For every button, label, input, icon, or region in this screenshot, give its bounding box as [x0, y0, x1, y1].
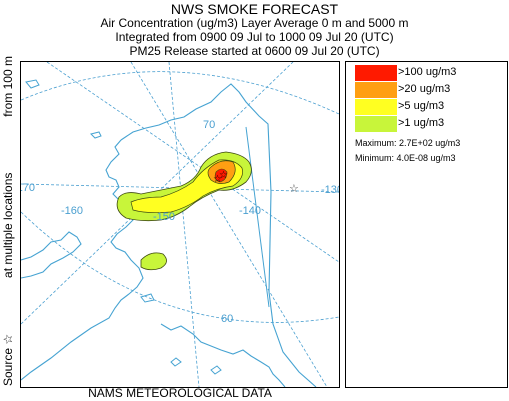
legend-label: >1 ug/m3	[398, 117, 445, 129]
latitude-line-60	[21, 211, 339, 323]
legend-swatch	[355, 99, 397, 115]
coastline-islands	[25, 79, 222, 375]
lon-label-160: -160	[61, 205, 83, 217]
subtitle-integration: Integrated from 0900 09 Jul to 1000 09 J…	[115, 30, 394, 44]
legend-swatch	[355, 65, 397, 81]
map-panel: ☆ ☆ ☆ -170 -160 -150 -140 -130 70 60	[20, 61, 340, 388]
chart-title: NWS SMOKE FORECAST	[170, 1, 339, 17]
lon-label-140: -140	[239, 205, 261, 217]
lon-label-170: -170	[21, 182, 35, 194]
longitude-line-150	[168, 62, 200, 387]
smoke-contour-100	[214, 168, 228, 183]
longitude-line-160	[21, 62, 294, 325]
legend-label: >100 ug/m3	[398, 66, 457, 78]
smoke-contour-1-south	[140, 252, 167, 271]
longitude-line-140	[130, 62, 328, 387]
source-star-icon: ☆	[213, 174, 222, 185]
longitude-line-170	[21, 183, 339, 193]
lon-label-130: -130	[321, 184, 339, 196]
map-canvas: ☆ ☆ ☆ -170 -160 -150 -140 -130 70 60	[21, 62, 339, 387]
source-star-icon-outlier: ☆	[289, 183, 299, 195]
legend-label: >5 ug/m3	[398, 100, 445, 112]
subtitle-concentration: Air Concentration (ug/m3) Layer Average …	[100, 16, 409, 30]
lat-label-60: 60	[221, 313, 233, 325]
side-label-locations: at multiple locations	[1, 172, 15, 278]
side-label-height: from 100 m	[1, 56, 15, 117]
legend-maximum: Maximum: 2.7E+02 ug/m3	[355, 138, 461, 148]
longitude-line-130	[46, 62, 339, 263]
border-alaska-canada	[245, 126, 270, 308]
legend-minimum: Minimum: 4.0E-08 ug/m3	[355, 153, 456, 163]
latitude-line-70	[21, 71, 339, 115]
lon-label-150: -150	[153, 211, 175, 223]
footer-label: NAMS METEOROLOGICAL DATA	[88, 386, 272, 400]
legend: >100 ug/m3 >20 ug/m3 >5 ug/m3 >1 ug/m3 M…	[345, 61, 508, 388]
source-star-icon: ☆	[219, 170, 228, 181]
side-label: Source ☆ at multiple locations from 100 …	[1, 56, 15, 386]
lat-label-70: 70	[203, 119, 215, 131]
side-label-source: Source ☆	[1, 333, 15, 386]
subtitle-release: PM25 Release started at 0600 09 Jul 20 (…	[129, 44, 380, 58]
coastline-siberia	[21, 231, 82, 279]
legend-label: >20 ug/m3	[398, 83, 451, 95]
coastline-alaska	[21, 83, 317, 387]
legend-swatch	[355, 116, 397, 132]
legend-swatch	[355, 82, 397, 98]
